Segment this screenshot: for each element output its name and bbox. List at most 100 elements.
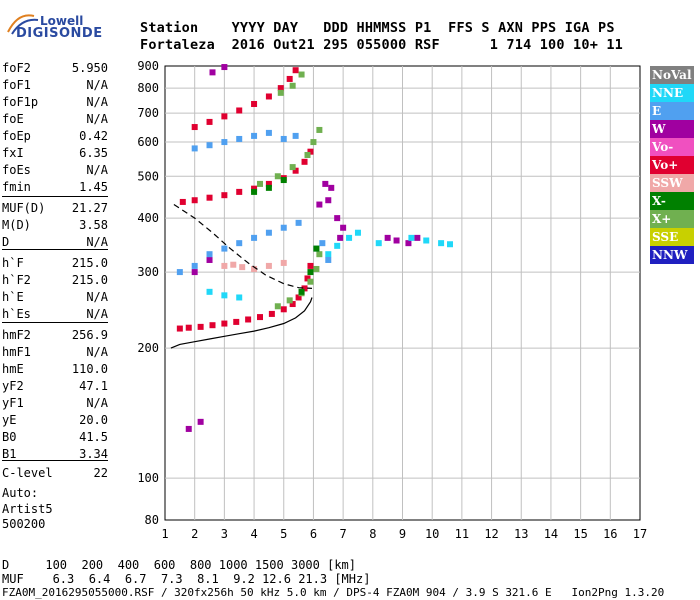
data-point-vo [301,158,308,165]
data-point-x [307,278,314,285]
x-tick-label: 10 [425,527,439,541]
param-value: 22 [93,466,108,480]
x-tick-label: 14 [544,527,558,541]
y-tick-label: 800 [137,81,159,95]
data-point-x [289,82,296,89]
data-point-vo [245,316,252,323]
data-point-w [405,240,412,247]
data-point-vo [206,118,213,125]
data-point-vo [221,192,228,199]
data-point-e [280,135,287,142]
data-point-vo [289,301,296,308]
legend-item-noval: NoVal [650,66,694,84]
param-label: yF1 [2,396,24,410]
data-point-nne [447,241,453,248]
divider [2,460,108,461]
divider [2,249,108,250]
param-fof2: foF2 5.950 [2,61,108,78]
data-point-w [221,64,228,71]
param-label: yF2 [2,379,24,393]
data-point-vo [265,180,272,187]
y-tick-label: 500 [137,169,159,183]
param-label: foEp [2,129,31,143]
data-point-x [274,173,281,180]
param-label: C-level [2,466,53,480]
data-point-w [393,237,400,244]
data-point-x [289,164,296,171]
data-point-w [316,201,323,208]
data-point-e [280,224,287,231]
data-point-w [325,197,332,204]
data-point-w [206,256,213,263]
y-tick-label: 100 [137,471,159,485]
data-point-nne [438,240,445,247]
data-point-e [292,132,299,139]
param-label: yE [2,413,17,427]
data-point-vo [221,113,228,120]
x-tick-label: 3 [221,527,228,541]
data-point-x [316,251,323,258]
param-fof1p: foF1p N/A [2,95,108,112]
y-tick-label: 200 [137,341,159,355]
x-tick-label: 1 [161,527,168,541]
curve-model [173,203,313,289]
param-label: fxI [2,146,24,160]
data-point-vo [251,185,258,192]
digisonde-logo: Lowell DIGISONDE [4,6,134,41]
param-he: h`E N/A [2,290,108,307]
data-point-x [277,89,284,96]
x-tick-label: 16 [603,527,617,541]
data-point-ssw [251,265,258,272]
x-tick-label: 15 [573,527,587,541]
auto-label: Auto: [2,486,39,500]
data-point-vo [292,167,299,174]
param-value: 21.27 [71,201,108,215]
data-point-e [221,245,228,252]
param-mufd: MUF(D) 21.27 [2,201,108,218]
param-d: D N/A [2,235,108,252]
y-tick-label: 300 [137,265,159,279]
data-point-x [316,126,323,133]
param-yf2: yF2 47.1 [2,379,108,396]
param-label: foF1 [2,78,31,92]
param-value: 0.42 [79,129,108,143]
param-label: B1 [2,447,17,461]
param-foep: foEp 0.42 [2,129,108,146]
legend-item-x: X- [650,192,694,210]
param-md: M(D) 3.58 [2,218,108,235]
param-label: h`F2 [2,273,31,287]
antenna-icon [7,14,39,35]
divider [2,322,108,323]
param-label: D [2,235,10,249]
logo-line1: Lowell [40,14,84,28]
legend-item-w: W [650,120,694,138]
data-point-x [265,184,272,191]
data-point-vo [277,85,284,92]
data-point-nne [236,294,243,301]
auto-method: Artist5 [2,502,53,516]
data-point-nne [334,242,341,249]
curve-profile [170,297,313,349]
data-point-vo [179,198,186,205]
param-value: 6.35 [79,146,108,160]
x-tick-label: 8 [369,527,376,541]
data-point-ssw [239,264,246,271]
data-point-x [313,245,320,252]
param-label: B0 [2,430,17,444]
param-label: hmF2 [2,328,31,342]
data-point-x [298,71,305,78]
data-point-x [257,180,263,187]
legend-item-x: X+ [650,210,694,228]
param-value: 215.0 [71,256,108,270]
data-point-nne [206,288,213,295]
param-hmf2: hmF2 256.9 [2,328,108,345]
data-point-w [414,234,421,241]
x-tick-label: 5 [280,527,287,541]
param-label: foF1p [2,95,39,109]
param-hf: h`F 215.0 [2,256,108,273]
x-tick-label: 7 [340,527,347,541]
data-point-x [304,151,311,158]
param-value: 3.58 [79,218,108,232]
param-value: 47.1 [79,379,108,393]
param-value: 20.0 [79,413,108,427]
